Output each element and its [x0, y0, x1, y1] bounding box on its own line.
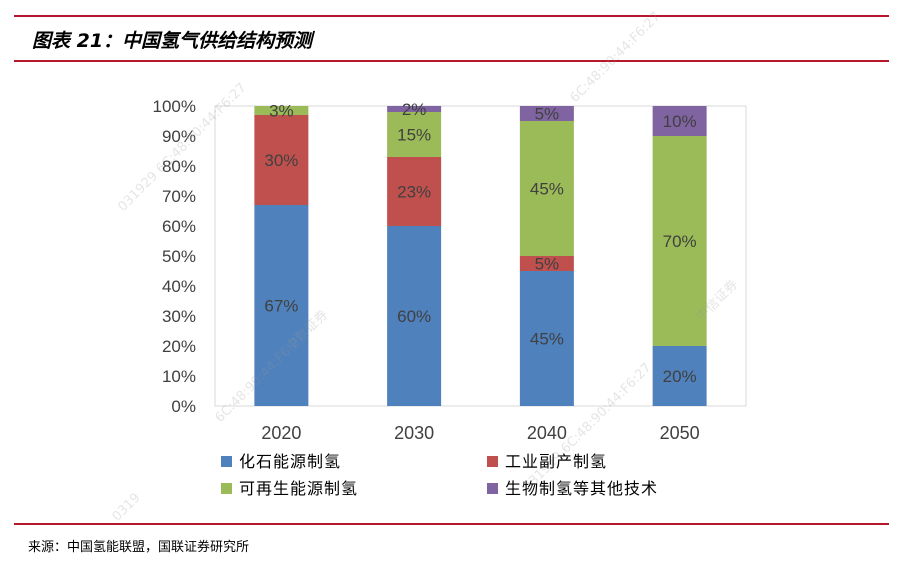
bottom-rule — [14, 523, 889, 525]
y-tick-label: 90% — [162, 127, 196, 146]
data-label: 20% — [663, 367, 697, 386]
data-label: 60% — [397, 307, 431, 326]
y-tick-label: 100% — [153, 97, 196, 116]
data-label: 10% — [663, 112, 697, 131]
figure-title: 图表 21：中国氢气供给结构预测 — [32, 30, 313, 52]
legend-swatch — [221, 483, 232, 494]
data-label: 70% — [663, 232, 697, 251]
bar-segment — [519, 106, 574, 121]
bar-segment — [387, 106, 442, 112]
y-tick-label: 80% — [162, 157, 196, 176]
bar-segment — [519, 121, 574, 256]
bar-segment — [519, 256, 574, 271]
bar-segment — [652, 136, 707, 346]
data-label: 5% — [535, 255, 560, 274]
legend-label: 工业副产制氢 — [505, 452, 607, 471]
bar-segment — [254, 106, 309, 115]
y-tick-label: 30% — [162, 307, 196, 326]
bar-segment — [387, 226, 442, 406]
data-label: 15% — [397, 126, 431, 145]
y-tick-label: 50% — [162, 247, 196, 266]
bar-segment — [254, 205, 309, 406]
bar-segment — [652, 346, 707, 406]
bar-segment — [519, 271, 574, 406]
y-tick-label: 40% — [162, 277, 196, 296]
y-tick-label: 20% — [162, 337, 196, 356]
legend-swatch — [487, 456, 498, 467]
y-tick-label: 70% — [162, 187, 196, 206]
x-tick-label: 2020 — [261, 423, 301, 443]
data-label: 45% — [530, 330, 564, 349]
x-tick-label: 2030 — [394, 423, 434, 443]
x-tick-label: 2050 — [660, 423, 700, 443]
legend-label: 化石能源制氢 — [239, 452, 341, 471]
bar-segment — [387, 112, 442, 157]
data-label: 67% — [264, 297, 298, 316]
bar-segment — [652, 106, 707, 136]
legend-swatch — [487, 483, 498, 494]
source-note: 来源：中国氢能联盟，国联证券研究所 — [28, 540, 250, 555]
data-label: 23% — [397, 183, 431, 202]
x-tick-label: 2040 — [527, 423, 567, 443]
title-rule — [14, 60, 889, 62]
top-rule — [14, 15, 889, 17]
data-label: 2% — [402, 100, 427, 119]
legend-label: 可再生能源制氢 — [239, 479, 358, 498]
bar-segment — [254, 115, 309, 205]
data-label: 30% — [264, 151, 298, 170]
data-label: 45% — [530, 180, 564, 199]
bar-segment — [387, 157, 442, 226]
plot-area-border — [214, 105, 747, 407]
y-tick-label: 0% — [171, 397, 196, 416]
data-label: 3% — [269, 102, 294, 121]
legend-label: 生物制氢等其他技术 — [505, 479, 658, 498]
legend-swatch — [221, 456, 232, 467]
y-tick-label: 60% — [162, 217, 196, 236]
data-label: 5% — [535, 105, 560, 124]
y-tick-label: 10% — [162, 367, 196, 386]
